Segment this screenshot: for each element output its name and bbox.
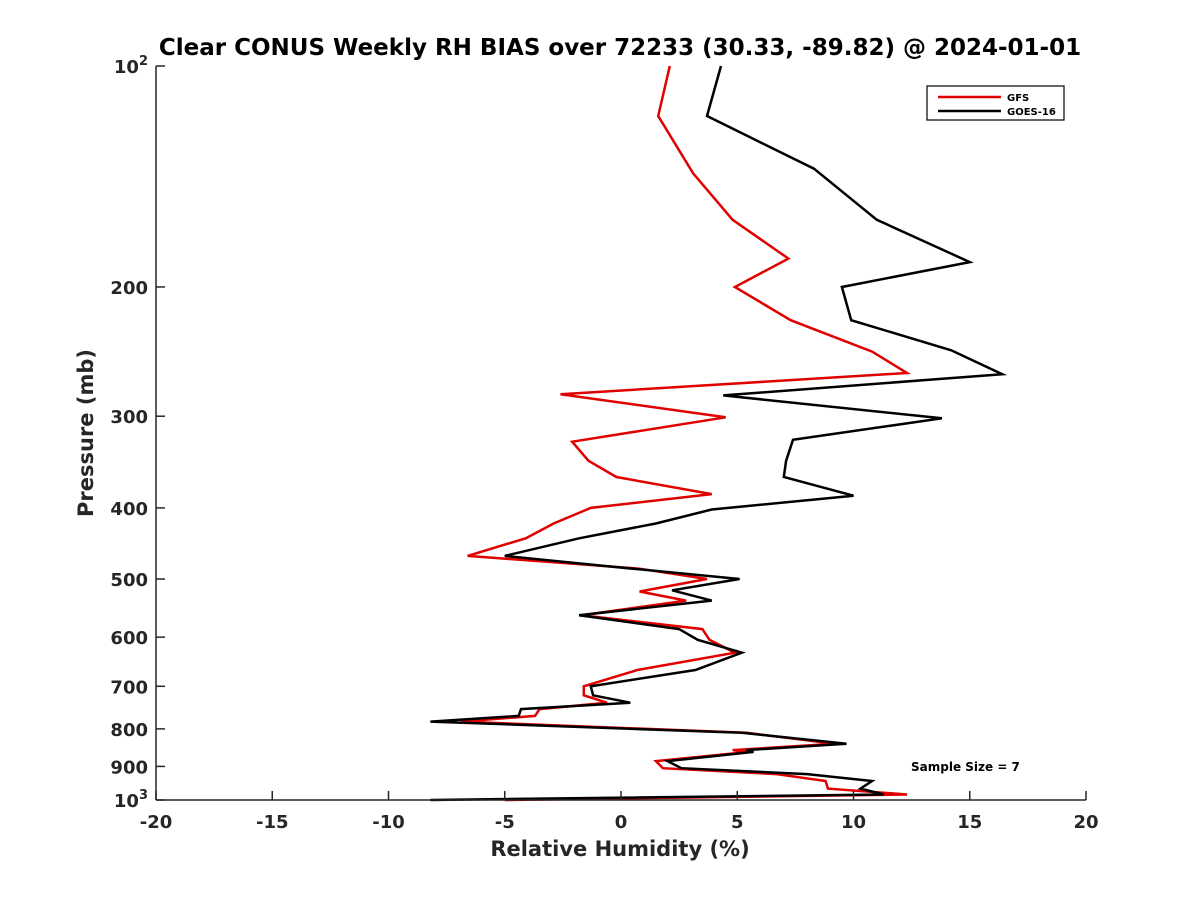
x-tick-label: -5 <box>495 812 515 833</box>
x-tick-label: 20 <box>1073 812 1098 833</box>
chart-title: Clear CONUS Weekly RH BIAS over 72233 (3… <box>159 35 1081 61</box>
y-tick-label: 500 <box>110 570 148 591</box>
series-line-gfs <box>460 65 912 802</box>
legend-box <box>926 85 1065 121</box>
y-tick-label: 600 <box>110 628 148 649</box>
y-tick-label: 900 <box>110 757 148 778</box>
y-tick-label: 700 <box>110 677 148 698</box>
y-tick-label: 300 <box>110 407 148 428</box>
axes-layer: -20 -15 -10 -5 0 5 10 15 20 102 200 300 400 500 600 700… <box>110 54 1098 833</box>
x-tick-label: -20 <box>140 812 173 833</box>
x-tick-label: 15 <box>957 812 982 833</box>
x-tick-label: 10 <box>841 812 866 833</box>
series-layer <box>430 65 1008 802</box>
x-axis-label: Relative Humidity (%) <box>490 837 749 861</box>
legend-entry-label: GFS <box>1007 93 1029 104</box>
legend: GFS GOES-16 <box>926 85 1065 121</box>
y-axis-label: Pressure (mb) <box>74 349 98 517</box>
y-tick-label: 103 <box>114 788 148 812</box>
series-line-goes-16 <box>430 65 1008 802</box>
y-tick-label: 800 <box>110 720 148 741</box>
x-tick-label: -10 <box>372 812 405 833</box>
x-tick-label: 0 <box>615 812 628 833</box>
y-tick-label: 400 <box>110 499 148 520</box>
sample-size-annotation: Sample Size = 7 <box>911 760 1020 774</box>
y-tick-label: 200 <box>110 278 148 299</box>
x-tick-label: -15 <box>256 812 289 833</box>
legend-entry-label: GOES-16 <box>1007 107 1056 118</box>
y-tick-label: 102 <box>114 54 148 78</box>
x-tick-label: 5 <box>731 812 744 833</box>
